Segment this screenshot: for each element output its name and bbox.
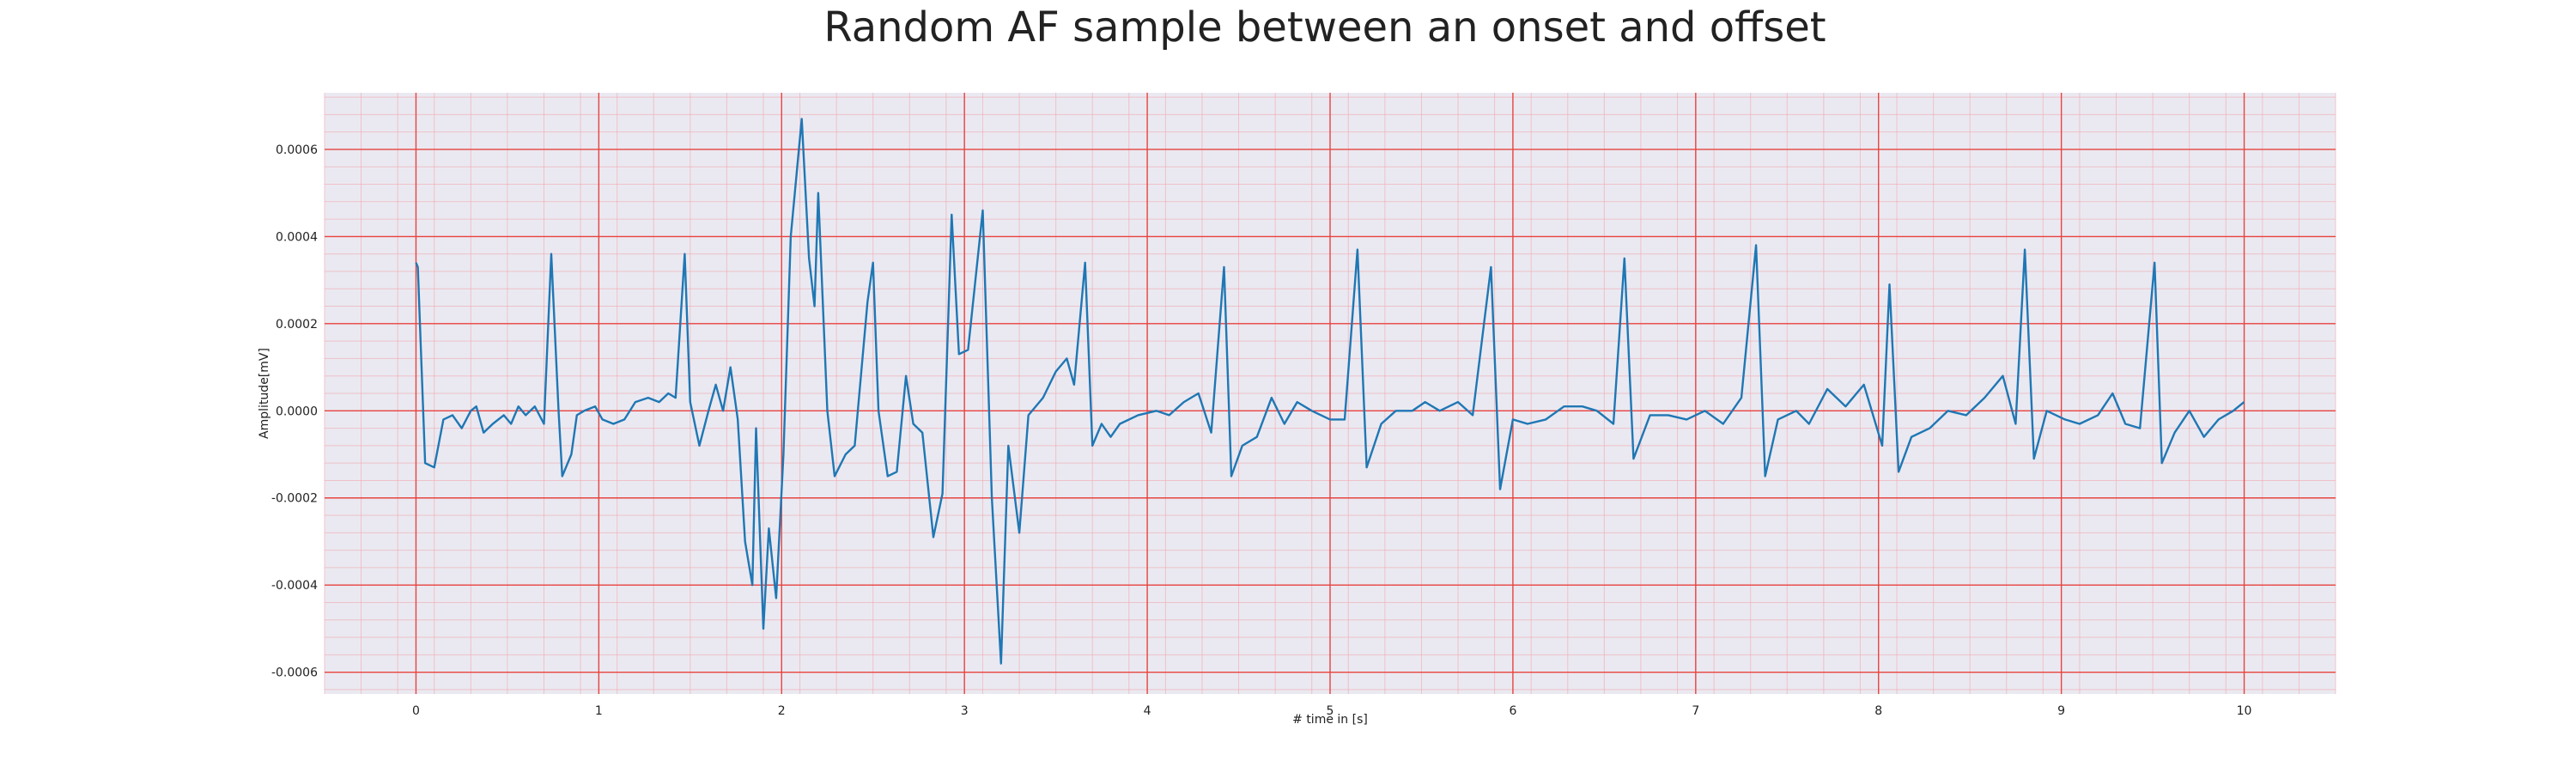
y-tick-label: -0.0002	[271, 492, 318, 506]
major-grid	[325, 93, 2336, 694]
y-tick-label: 0.0004	[276, 230, 318, 244]
x-axis-label: # time in [s]	[1292, 713, 1368, 727]
x-tick-label: 9	[2057, 704, 2065, 718]
chart-title: Random AF sample between an onset and of…	[823, 3, 1826, 52]
x-tick-label: 4	[1144, 704, 1151, 718]
series-layer	[415, 118, 2245, 665]
x-tick-label: 8	[1874, 704, 1882, 718]
x-tick-label: 7	[1692, 704, 1699, 718]
y-tick-label: 0.0000	[276, 405, 318, 418]
x-tick-label: 0	[412, 704, 420, 718]
y-tick-label: -0.0006	[271, 666, 318, 680]
x-tick-label: 10	[2237, 704, 2252, 718]
x-tick-label: 5	[1327, 704, 1334, 718]
x-tick-label: 2	[778, 704, 786, 718]
y-tick-labels: 0.0006 0.0004 0.0002 0.0000 -0.0002 -0.0004 -0…	[271, 143, 318, 680]
x-tick-labels: 0 1 2 3 4 5 6 7 8 9 10	[412, 704, 2251, 718]
y-tick-label: 0.0006	[276, 143, 318, 157]
x-tick-label: 3	[961, 704, 969, 718]
series-line	[415, 118, 2245, 665]
y-tick-label: -0.0004	[271, 579, 318, 593]
y-axis-label: Amplitude[mV]	[258, 348, 271, 439]
x-tick-label: 1	[595, 704, 603, 718]
y-tick-label: 0.0002	[276, 318, 318, 332]
x-tick-label: 6	[1509, 704, 1516, 718]
